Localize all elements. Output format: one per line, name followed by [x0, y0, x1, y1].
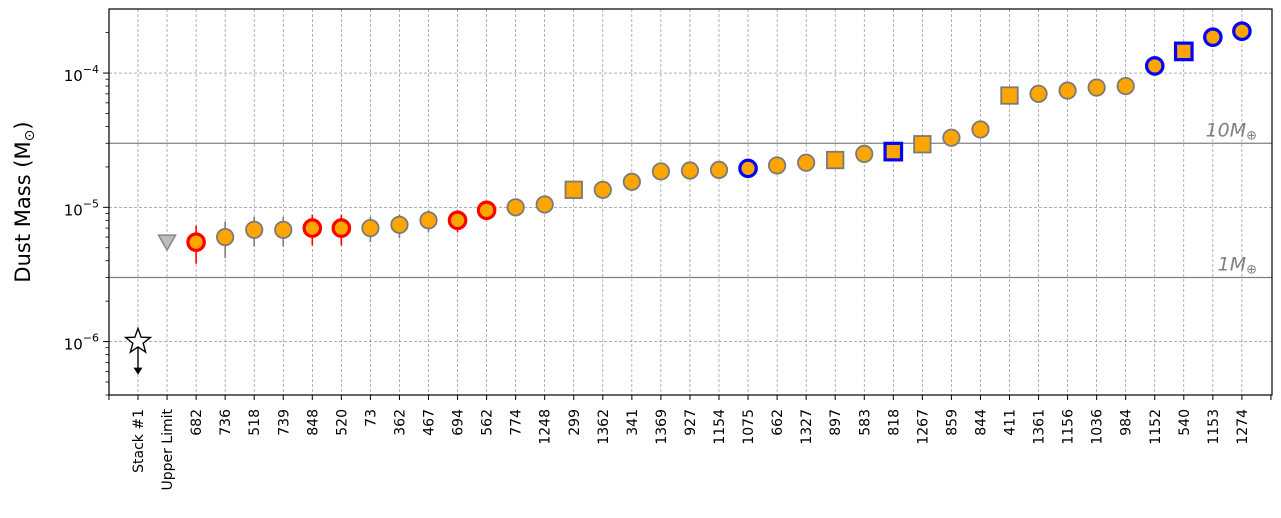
x-tick-label: 1274: [1235, 409, 1251, 445]
data-point: [1029, 84, 1048, 103]
data-point: [361, 219, 380, 238]
plot-frame: [108, 8, 1273, 396]
x-tick-label: 583: [857, 409, 873, 436]
x-tick-label: Stack #1: [131, 409, 147, 473]
data-point: [942, 128, 961, 147]
y-tick-label: 10−5: [64, 197, 99, 219]
x-tick-label: 848: [305, 409, 321, 436]
grid: [109, 9, 1272, 395]
x-tick-label: 774: [509, 409, 525, 436]
x-tick-label: 1154: [712, 409, 728, 445]
x-tick-label: 927: [683, 409, 699, 436]
data-point: [274, 220, 293, 239]
y-axis-label-close: ): [11, 121, 35, 129]
y-tick-label: 10−4: [64, 63, 99, 85]
data-point: [826, 150, 845, 170]
x-tick-label: 897: [828, 409, 844, 436]
x-tick-label: 1327: [799, 409, 815, 445]
x-tick-label: 467: [422, 409, 438, 436]
data-point: [680, 161, 700, 180]
x-tick-label: 1362: [596, 409, 612, 445]
data-point: [331, 218, 352, 238]
reference-line-label: 1M⊕: [1218, 254, 1257, 278]
data-point: [1058, 81, 1077, 100]
x-tick-label: 1036: [1090, 409, 1106, 445]
data-point: [216, 228, 235, 247]
x-tick-label: 662: [770, 409, 786, 436]
x-tick-label: 1153: [1206, 409, 1222, 445]
data-point: [419, 211, 438, 230]
data-point: [390, 215, 409, 234]
x-tick-label: 540: [1177, 409, 1193, 436]
y-tick-label: 10−6: [64, 332, 99, 354]
data-point: [1203, 27, 1223, 47]
data-point: [767, 156, 787, 175]
data-point: [1232, 21, 1252, 42]
axis-ticks: Stack #1 Upper Limit 682 736 518 739 848 520 73 3…: [64, 32, 1272, 491]
x-tick-label: 341: [625, 409, 641, 436]
x-tick-label: 694: [451, 409, 467, 436]
data-point: [186, 232, 206, 252]
x-tick-label: 299: [567, 409, 583, 436]
y-axis-label-sub: ⊙: [22, 130, 38, 142]
x-tick-label: 1075: [741, 409, 757, 445]
y-axis-label: Dust Mass (M⊙): [11, 121, 38, 282]
x-tick-label: 362: [392, 409, 408, 436]
data-point: [535, 195, 554, 214]
data-point: [1087, 78, 1106, 97]
data-point: [1144, 56, 1165, 76]
x-tick-label: 844: [973, 409, 989, 436]
data-point: [123, 326, 153, 354]
x-tick-label: 562: [480, 409, 496, 436]
data-point: [855, 144, 874, 163]
x-tick-label: 1369: [654, 409, 670, 445]
data-point: [797, 153, 816, 172]
data-point: [1000, 86, 1019, 105]
data-point: [245, 220, 264, 239]
x-tick-label: Upper Limit: [160, 408, 176, 490]
x-tick-label: 520: [334, 409, 350, 436]
data-point: [447, 210, 468, 231]
data-point: [506, 198, 525, 217]
x-tick-label: 518: [247, 409, 263, 436]
data-point: [1116, 76, 1135, 96]
x-tick-label: 411: [1003, 409, 1019, 436]
x-tick-label: 73: [363, 409, 379, 427]
data-point: [913, 135, 932, 154]
x-tick-label: 984: [1119, 409, 1135, 436]
x-tick-label: 1152: [1148, 409, 1164, 445]
x-tick-label: 736: [218, 409, 234, 436]
data-point: [651, 162, 671, 181]
data-point: [302, 218, 323, 238]
data-point: [738, 158, 758, 179]
x-tick-label: 818: [886, 409, 902, 436]
data-point: [476, 200, 497, 221]
data-point: [709, 160, 729, 179]
data-point: [971, 120, 990, 139]
x-tick-label: 859: [944, 409, 960, 436]
x-tick-label: 1248: [538, 409, 554, 445]
x-tick-label: 682: [189, 409, 205, 436]
x-tick-label: 1361: [1032, 409, 1048, 445]
y-axis-label-main: Dust Mass (M: [11, 141, 35, 282]
data-markers: [123, 21, 1252, 354]
data-point: [157, 234, 177, 252]
reference-lines: 1M⊕ 10M⊕: [109, 119, 1272, 279]
data-point: [593, 180, 612, 199]
data-point: [883, 141, 904, 162]
data-point: [1173, 41, 1194, 62]
data-point: [622, 172, 641, 191]
x-tick-label: 1267: [915, 409, 931, 445]
upper-limit-arrow-head: [133, 367, 143, 375]
data-point: [564, 180, 583, 199]
reference-line-label: 10M⊕: [1206, 119, 1257, 143]
x-tick-label: 1156: [1061, 409, 1077, 445]
x-tick-label: 739: [276, 409, 292, 436]
